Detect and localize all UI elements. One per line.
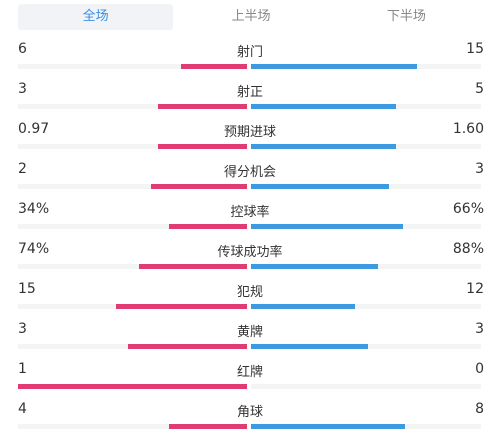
away-bar [251,304,355,309]
tab-second-half[interactable]: 下半场 [386,9,426,24]
stat-label: 黄牌 [236,325,263,340]
away-bar [251,224,403,229]
home-bar-track [18,424,247,429]
home-bar [169,424,247,429]
home-bar-track [18,64,247,69]
stat-label: 犯规 [236,285,263,300]
home-value: 2 [18,161,27,177]
away-value: 5 [475,81,484,97]
stat-row: 15 犯规 12 [0,271,500,311]
home-bar-track [18,144,247,149]
away-value: 1.60 [452,121,484,137]
home-bar [128,344,247,349]
stat-row: 0.97 预期进球 1.60 [0,111,500,151]
home-bar [158,104,247,109]
away-bar [251,264,378,269]
away-bar [251,424,405,429]
home-bar-track [18,184,247,189]
stat-row: 3 黄牌 3 [0,311,500,351]
away-value: 3 [475,321,484,337]
away-value: 0 [475,361,484,377]
stat-label: 得分机会 [223,165,276,180]
away-value: 66% [452,201,484,217]
home-bar [169,224,247,229]
home-value: 3 [18,321,27,337]
home-bar [116,304,247,309]
home-value: 15 [18,281,36,297]
home-bar-track [18,264,247,269]
tab-full-match[interactable]: 全场 [18,4,174,30]
stat-row: 6 射门 15 [0,31,500,71]
away-value: 8 [475,401,484,417]
period-tabs: 全场 上半场 下半场 [18,4,484,30]
tab-first-half[interactable]: 上半场 [231,9,271,24]
home-bar-track [18,104,247,109]
away-bar [251,104,396,109]
home-value: 3 [18,81,27,97]
home-bar [151,184,247,189]
away-bar [251,344,368,349]
home-value: 0.97 [18,121,50,137]
home-bar-track [18,224,247,229]
match-stats-list: 6 射门 15 3 射正 5 0.97 预期进球 1.60 2 得分机会 3 34% 控球率 66% 74% 传… [0,31,500,431]
home-bar [139,264,247,269]
home-bar [181,64,247,69]
stat-row: 74% 传球成功率 88% [0,231,500,271]
stat-label: 预期进球 [223,125,276,140]
away-value: 15 [466,41,484,57]
stat-label: 控球率 [230,205,270,220]
stat-row: 3 射正 5 [0,71,500,111]
home-value: 34% [18,201,50,217]
stat-label: 红牌 [236,365,263,380]
home-value: 1 [18,361,27,377]
home-bar [158,144,247,149]
stat-row: 2 得分机会 3 [0,151,500,191]
home-value: 4 [18,401,27,417]
away-value: 3 [475,161,484,177]
stat-row: 34% 控球率 66% [0,191,500,231]
away-bar-track [251,384,481,389]
home-value: 74% [18,241,50,257]
stat-label: 射门 [236,45,263,60]
stat-row: 1 红牌 0 [0,351,500,391]
stat-label: 角球 [236,405,263,420]
away-value: 88% [452,241,484,257]
stat-label: 传球成功率 [217,245,283,260]
stat-row: 4 角球 8 [0,391,500,431]
away-value: 12 [466,281,484,297]
away-bar [251,144,396,149]
stat-label: 射正 [236,85,263,100]
away-bar [251,64,417,69]
home-value: 6 [18,41,27,57]
home-bar [18,384,247,389]
away-bar-track [251,304,481,309]
away-bar [251,184,389,189]
